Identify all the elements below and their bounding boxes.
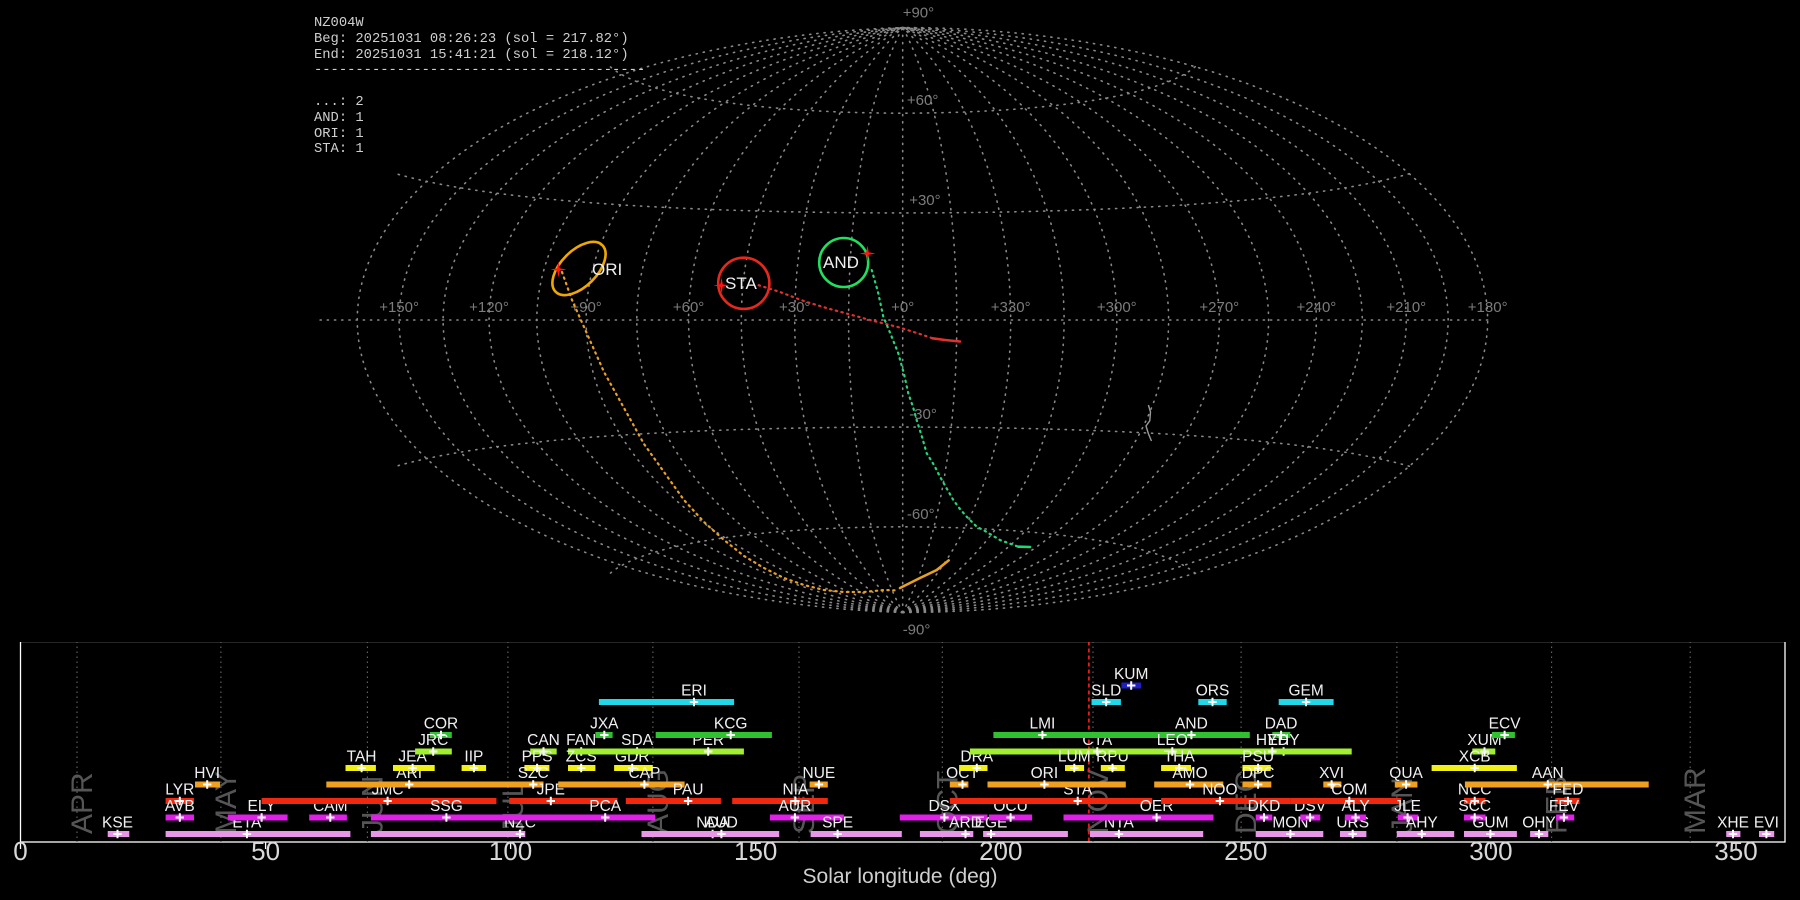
svg-text:NUE: NUE — [803, 765, 836, 782]
svg-text:+90°: +90° — [903, 5, 934, 22]
svg-text:LYR: LYR — [165, 782, 194, 799]
svg-text:XCB: XCB — [1459, 749, 1491, 766]
svg-text:DAD: DAD — [1265, 716, 1298, 733]
svg-text:+30°: +30° — [909, 192, 940, 209]
svg-text:COR: COR — [424, 716, 458, 733]
svg-text:SZC: SZC — [518, 765, 549, 782]
svg-text:ORI: ORI — [1031, 765, 1059, 782]
svg-text:SLD: SLD — [1091, 683, 1121, 700]
svg-text:JRC: JRC — [418, 732, 448, 749]
svg-text:0: 0 — [13, 836, 27, 866]
svg-text:300: 300 — [1469, 836, 1512, 866]
svg-text:THA: THA — [1164, 749, 1196, 766]
svg-text:+60°: +60° — [907, 92, 938, 109]
svg-text:PAU: PAU — [673, 782, 704, 799]
svg-text:QUA: QUA — [1389, 765, 1423, 782]
svg-text:HYD: HYD — [1256, 732, 1289, 749]
svg-text:100: 100 — [489, 836, 532, 866]
svg-text:TAH: TAH — [347, 749, 377, 766]
svg-text:AUR: AUR — [779, 798, 812, 815]
svg-text:350: 350 — [1714, 836, 1757, 866]
svg-text:COM: COM — [1331, 782, 1367, 799]
svg-text:AND: AND — [823, 253, 859, 272]
svg-text:JLE: JLE — [1394, 798, 1421, 815]
svg-text:FEV: FEV — [1549, 798, 1580, 815]
svg-text:SDA: SDA — [621, 732, 654, 749]
svg-text:NOO: NOO — [1202, 782, 1237, 799]
svg-text:PPS: PPS — [522, 749, 553, 766]
svg-text:IIP: IIP — [464, 749, 483, 766]
svg-text:AUD: AUD — [705, 815, 738, 832]
svg-text:DPC: DPC — [1242, 765, 1275, 782]
svg-text:DKD: DKD — [1248, 798, 1281, 815]
svg-text:AHY: AHY — [1406, 815, 1438, 832]
svg-text:LEO: LEO — [1157, 732, 1188, 749]
svg-text:AMO: AMO — [1172, 765, 1207, 782]
svg-text:JXA: JXA — [590, 716, 619, 733]
svg-text:200: 200 — [979, 836, 1022, 866]
svg-text:AVB: AVB — [165, 798, 195, 815]
svg-text:GEM: GEM — [1288, 683, 1323, 700]
svg-text:KCG: KCG — [714, 716, 748, 733]
svg-text:-90°: -90° — [903, 622, 931, 639]
svg-text:-60°: -60° — [907, 506, 935, 523]
svg-text:LUM: LUM — [1058, 749, 1091, 766]
svg-text:ORS: ORS — [1196, 683, 1230, 700]
svg-text:+120°: +120° — [469, 299, 509, 316]
svg-text:FAN: FAN — [566, 732, 596, 749]
svg-text:SPE: SPE — [822, 815, 853, 832]
svg-text:PSU: PSU — [1242, 749, 1274, 766]
svg-text:GUM: GUM — [1472, 815, 1508, 832]
svg-text:EVI: EVI — [1754, 815, 1779, 832]
svg-text:ORI: ORI — [592, 260, 622, 279]
svg-text:LMI: LMI — [1029, 716, 1055, 733]
svg-text:KUM: KUM — [1114, 666, 1148, 683]
svg-text:SCC: SCC — [1458, 798, 1491, 815]
svg-text:NIA: NIA — [782, 782, 809, 799]
svg-text:ECV: ECV — [1489, 716, 1522, 733]
svg-text:250: 250 — [1224, 836, 1267, 866]
svg-text:APR: APR — [66, 772, 99, 834]
svg-text:MAR: MAR — [1679, 767, 1712, 834]
svg-text:FED: FED — [1552, 782, 1583, 799]
svg-text:SSG: SSG — [430, 798, 463, 815]
svg-text:Solar longitude (deg): Solar longitude (deg) — [803, 865, 998, 888]
svg-text:AND: AND — [1175, 716, 1208, 733]
svg-text:ALY: ALY — [1342, 798, 1370, 815]
svg-text:PCA: PCA — [589, 798, 622, 815]
svg-text:150: 150 — [734, 836, 777, 866]
svg-text:AAN: AAN — [1532, 765, 1564, 782]
svg-text:+240°: +240° — [1297, 299, 1337, 316]
svg-text:STA: STA — [725, 274, 757, 293]
svg-text:KSE: KSE — [102, 815, 133, 832]
svg-text:OHY: OHY — [1522, 815, 1556, 832]
svg-text:50: 50 — [251, 836, 280, 866]
svg-text:HVI: HVI — [194, 765, 220, 782]
svg-text:CAP: CAP — [628, 765, 660, 782]
svg-text:XVI: XVI — [1319, 765, 1344, 782]
svg-text:CAN: CAN — [527, 732, 560, 749]
svg-text:ERI: ERI — [681, 683, 707, 700]
svg-text:XHE: XHE — [1717, 815, 1749, 832]
